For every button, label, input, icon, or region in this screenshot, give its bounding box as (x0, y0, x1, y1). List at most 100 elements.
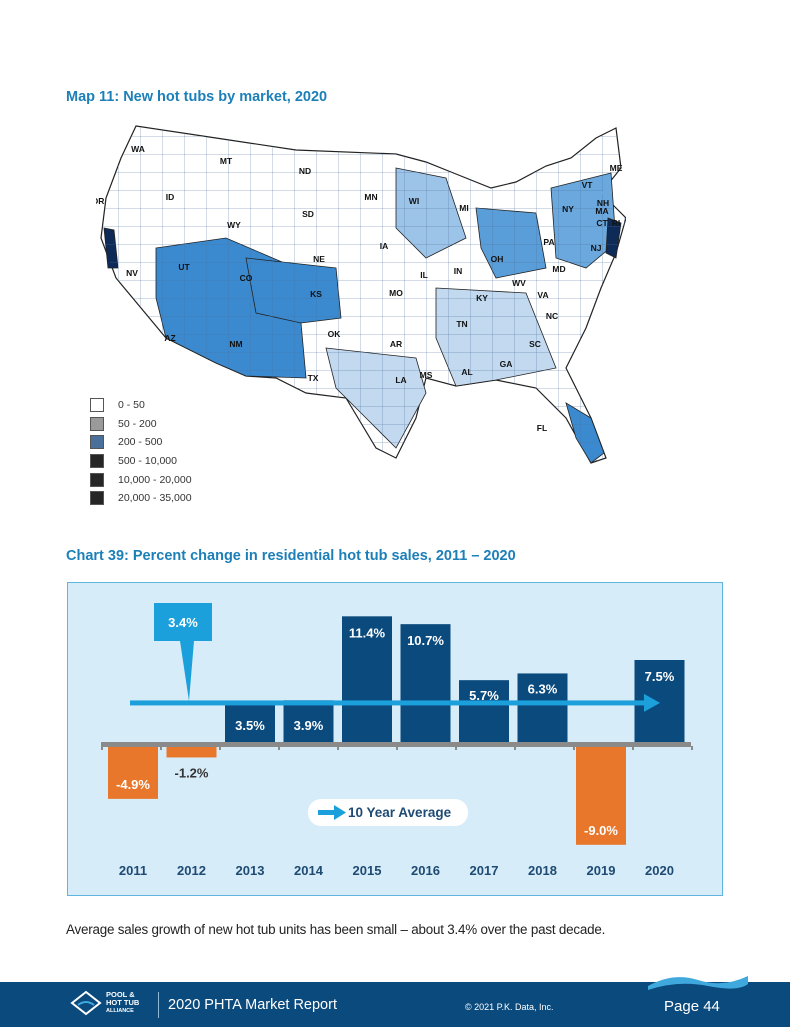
logo-icon (70, 990, 102, 1016)
state-label-al: AL (461, 367, 472, 377)
legend-swatch (90, 435, 104, 450)
average-line (130, 700, 650, 706)
legend-item: 0 - 50 (90, 396, 192, 415)
logo-line1: POOL & (106, 990, 135, 999)
state-label-ny: NY (562, 204, 574, 214)
legend-swatch (90, 398, 104, 413)
state-label-md: MD (552, 264, 565, 274)
state-label-wi: WI (409, 196, 419, 206)
axis-tick (101, 746, 103, 750)
category-label-2018: 2018 (528, 863, 557, 878)
state-label-ct: CT (596, 218, 608, 228)
legend-label: 50 - 200 (118, 417, 157, 430)
data-label-2014: 3.9% (294, 718, 324, 733)
data-label-2017: 5.7% (469, 688, 499, 703)
state-label-wv: WV (512, 278, 526, 288)
legend-item: 200 - 500 (90, 433, 192, 452)
axis-tick (278, 746, 280, 750)
category-label-2015: 2015 (353, 863, 382, 878)
state-label-sd: SD (302, 209, 314, 219)
state-label-mn: MN (364, 192, 377, 202)
state-label-mt: MT (220, 156, 233, 166)
state-label-fl: FL (537, 423, 547, 433)
county-grid (101, 126, 626, 463)
state-label-wy: WY (227, 220, 241, 230)
axis-tick (219, 746, 221, 750)
wave-decoration (648, 976, 748, 992)
state-label-la: LA (395, 375, 406, 385)
category-label-2014: 2014 (294, 863, 324, 878)
legend-item: 50 - 200 (90, 415, 192, 434)
logo-text: POOL & HOT TUB ALLIANCE (106, 991, 139, 1015)
bar-chart: -4.9% -1.2% 3.5% 3.9% 11.4% 10.7% 5.7% 6.3% -9.0… (67, 582, 723, 896)
state-label-az: AZ (164, 333, 175, 343)
footer-divider (158, 992, 159, 1018)
state-label-ks: KS (310, 289, 322, 299)
legend-swatch (90, 472, 104, 487)
axis-tick (396, 746, 398, 750)
axis-tick (514, 746, 516, 750)
bar-2018 (517, 673, 568, 744)
state-label-nj: NJ (591, 243, 602, 253)
category-label-2016: 2016 (411, 863, 440, 878)
logo-line2: HOT TUB (106, 998, 140, 1007)
data-label-2015: 11.4% (349, 625, 386, 640)
state-label-tx: TX (308, 373, 319, 383)
state-label-nc: NC (546, 311, 558, 321)
state-label-ga: GA (500, 359, 513, 369)
axis-tick (160, 746, 162, 750)
chart-legend (308, 799, 468, 826)
state-label-ne: NE (313, 254, 325, 264)
state-label-il: IL (420, 270, 428, 280)
state-label-mi: MI (459, 203, 468, 213)
state-label-vt: VT (582, 180, 594, 190)
state-label-oh: OH (491, 254, 504, 264)
page-number: Page 44 (664, 998, 720, 1015)
phta-logo: POOL & HOT TUB ALLIANCE (70, 990, 139, 1016)
legend-swatch (90, 491, 104, 506)
bar-2012 (166, 744, 217, 758)
category-label-2017: 2017 (470, 863, 499, 878)
state-label-ar: AR (390, 339, 402, 349)
legend-item: 10,000 - 20,000 (90, 470, 192, 489)
legend-label: 20,000 - 35,000 (118, 492, 192, 505)
state-label-ms: MS (420, 370, 433, 380)
report-title: 2020 PHTA Market Report (168, 997, 337, 1013)
legend-arrow-line (318, 810, 338, 815)
x-axis (101, 742, 691, 747)
legend-label: 0 - 50 (118, 399, 145, 412)
copyright: © 2021 P.K. Data, Inc. (465, 1002, 554, 1012)
state-label-id: ID (166, 192, 175, 202)
bar-2019 (576, 744, 626, 845)
logo-line3: ALLIANCE (106, 1008, 134, 1014)
state-label-mo: MO (389, 288, 403, 298)
state-label-nm: NM (229, 339, 242, 349)
category-label-2019: 2019 (587, 863, 616, 878)
legend-swatch (90, 416, 104, 431)
bar-2013 (225, 704, 275, 744)
legend-label: 10,000 - 20,000 (118, 473, 192, 486)
legend-item: 20,000 - 35,000 (90, 489, 192, 508)
bar-2011 (108, 744, 158, 799)
data-label-2013: 3.5% (235, 718, 265, 733)
bar-2016 (400, 624, 451, 744)
state-label-wa: WA (131, 144, 145, 154)
state-label-ut: UT (178, 262, 190, 272)
axis-tick (573, 746, 575, 750)
axis-tick (455, 746, 457, 750)
state-label-nh: NH (597, 198, 609, 208)
state-label-nd: ND (299, 166, 311, 176)
data-label-2020: 7.5% (645, 669, 675, 684)
state-label-in: IN (454, 266, 463, 276)
state-label-va: VA (537, 290, 548, 300)
average-callout-label: 3.4% (168, 615, 198, 630)
state-label-pa: PA (543, 237, 554, 247)
state-label-sc: SC (529, 339, 541, 349)
axis-tick (691, 746, 693, 750)
bar-2017 (459, 680, 509, 744)
bar-2015 (342, 616, 392, 744)
data-label-2019: -9.0% (584, 823, 618, 838)
state-label-ri: RI (612, 218, 621, 228)
state-label-ok: OK (328, 329, 342, 339)
data-label-2016: 10.7% (407, 633, 444, 648)
